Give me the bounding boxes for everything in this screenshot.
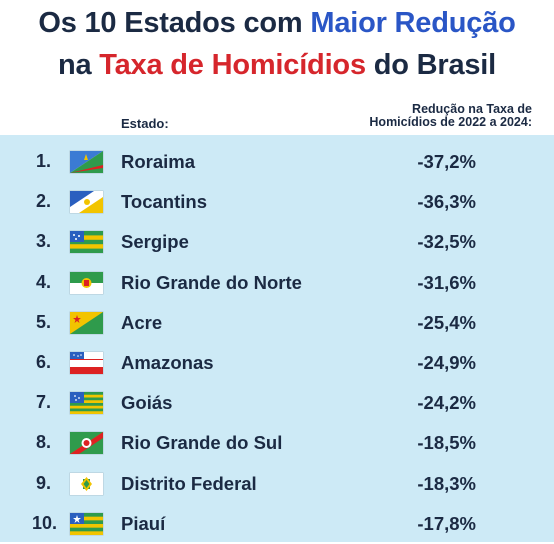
- distrito-federal-flag-icon: [70, 472, 103, 495]
- reduction-value: -24,2%: [417, 392, 476, 414]
- rank-number: 8.: [36, 432, 52, 453]
- table-row: 3. Sergipe -32,5%: [0, 222, 554, 262]
- column-header-estado: Estado:: [121, 116, 169, 131]
- table-row: 9. Distrito Federal -18,3%: [0, 464, 554, 504]
- table-row: 6. Amazonas -24,9%: [0, 343, 554, 383]
- table-row: 7. Goiás -24,2%: [0, 383, 554, 423]
- tocantins-flag-icon: [70, 191, 103, 214]
- rank-number: 9.: [36, 472, 52, 493]
- title-highlight-blue: Maior Redução: [310, 7, 516, 39]
- reduction-value: -31,6%: [417, 271, 476, 293]
- reduction-value: -17,8%: [417, 512, 476, 534]
- state-name: Tocantins: [121, 191, 207, 213]
- title-text: do Brasil: [365, 49, 497, 81]
- rank-number: 10.: [32, 512, 58, 533]
- state-name: Roraima: [121, 151, 196, 172]
- reduction-value: -18,3%: [417, 472, 476, 494]
- column-header-reducao-line1: Redução na Taxa de: [412, 102, 532, 116]
- title-line-2: na Taxa de Homicídios do Brasil: [0, 49, 554, 82]
- rio-grande-do-sul-flag-icon: [70, 432, 103, 455]
- rank-number: 5.: [36, 311, 52, 332]
- reduction-value: -36,3%: [417, 191, 476, 213]
- goias-flag-icon: [70, 392, 103, 415]
- acre-flag-icon: [70, 311, 103, 334]
- title-text: na: [57, 49, 100, 81]
- state-name: Acre: [121, 311, 163, 333]
- sergipe-flag-icon: [70, 231, 103, 254]
- title-text: Os 10 Estados com: [38, 7, 311, 39]
- table-row: 2. Tocantins -36,3%: [0, 182, 554, 222]
- column-header-reducao-line2: Homicídios de 2022 a 2024:: [369, 115, 532, 129]
- table-row: 8. Rio Grande do Sul -18,5%: [0, 423, 554, 463]
- state-name: Rio Grande do Sul: [121, 432, 283, 454]
- rio-grande-do-norte-flag-icon: [70, 271, 103, 294]
- reduction-value: -32,5%: [417, 231, 476, 253]
- roraima-flag-icon: [70, 151, 103, 173]
- piaui-flag-icon: [70, 512, 103, 535]
- state-name: Amazonas: [121, 352, 214, 373]
- rank-number: 4.: [36, 271, 52, 292]
- table-row: 1. Roraima -37,2%: [0, 142, 554, 182]
- rank-number: 3.: [36, 231, 52, 252]
- rank-number: 2.: [36, 191, 52, 212]
- rank-number: 7.: [36, 392, 52, 413]
- reduction-value: -18,5%: [417, 432, 476, 454]
- state-name: Sergipe: [121, 231, 189, 253]
- rank-number: 6.: [36, 352, 52, 372]
- table-row: 4. Rio Grande do Norte -31,6%: [0, 263, 554, 303]
- column-header-reducao: Redução na Taxa de Homicídios de 2022 a …: [332, 103, 532, 129]
- table-row: 10. Piauí -17,8%: [0, 504, 554, 544]
- state-name: Distrito Federal: [121, 472, 257, 494]
- reduction-value: -25,4%: [417, 311, 476, 333]
- reduction-value: -37,2%: [417, 151, 476, 172]
- rank-number: 1.: [36, 151, 52, 171]
- amazonas-flag-icon: [70, 352, 103, 374]
- state-name: Goiás: [121, 392, 173, 414]
- reduction-value: -24,9%: [417, 352, 476, 373]
- title-line-1: Os 10 Estados com Maior Redução: [0, 7, 554, 40]
- state-name: Rio Grande do Norte: [121, 271, 302, 293]
- state-name: Piauí: [121, 512, 166, 534]
- title-highlight-red: Taxa de Homicídios: [99, 49, 366, 81]
- table-row: 5. Acre -25,4%: [0, 303, 554, 343]
- ranking-table: 1. Roraima -37,2% 2. Tocantins -36,3% 3. Sergip…: [0, 135, 554, 542]
